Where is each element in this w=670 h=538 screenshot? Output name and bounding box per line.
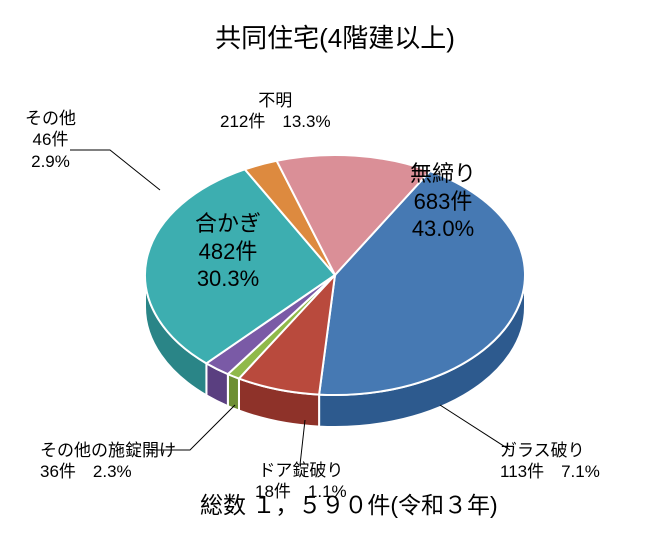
chart-footer: 総数 １，５９０件(令和３年) (200, 486, 498, 520)
label-other-l1: その他 (25, 108, 76, 129)
label-other: その他 46件 2.9% (25, 108, 76, 172)
label-unknown-l1: 不明 (258, 91, 292, 110)
label-otherlock: その他の施錠開け 36件 2.3% (40, 440, 176, 483)
label-glass: ガラス破り 113件 7.1% (500, 440, 600, 483)
label-unknown: 不明 212件 13.3% (220, 90, 331, 133)
label-mushimari-l1: 無締り (410, 160, 476, 188)
leader-lines (0, 60, 670, 480)
label-unknown-l2: 212件 13.3% (220, 112, 331, 131)
label-mushimari-l2: 683件 (410, 188, 476, 216)
label-other-l3: 2.9% (25, 151, 76, 172)
label-other-l2: 46件 (25, 129, 76, 150)
label-aikagi-l1: 合かぎ (195, 210, 261, 238)
label-aikagi-l2: 482件 (195, 238, 261, 266)
label-otherlock-l1: その他の施錠開け (40, 440, 176, 461)
label-glass-l1: ガラス破り (500, 440, 600, 461)
label-otherlock-l2: 36件 2.3% (40, 461, 176, 482)
chart-title: 共同住宅(4階建以上) (0, 18, 670, 55)
label-mushimari-l3: 43.0% (410, 215, 476, 243)
label-aikagi-l3: 30.3% (195, 265, 261, 293)
label-door-l1: ドア錠破り (255, 460, 347, 481)
label-mushimari: 無締り 683件 43.0% (410, 160, 476, 243)
label-aikagi: 合かぎ 482件 30.3% (195, 210, 261, 293)
pie-chart: 無締り 683件 43.0% 合かぎ 482件 30.3% 不明 212件 13… (0, 60, 670, 480)
label-glass-l2: 113件 7.1% (500, 461, 600, 482)
